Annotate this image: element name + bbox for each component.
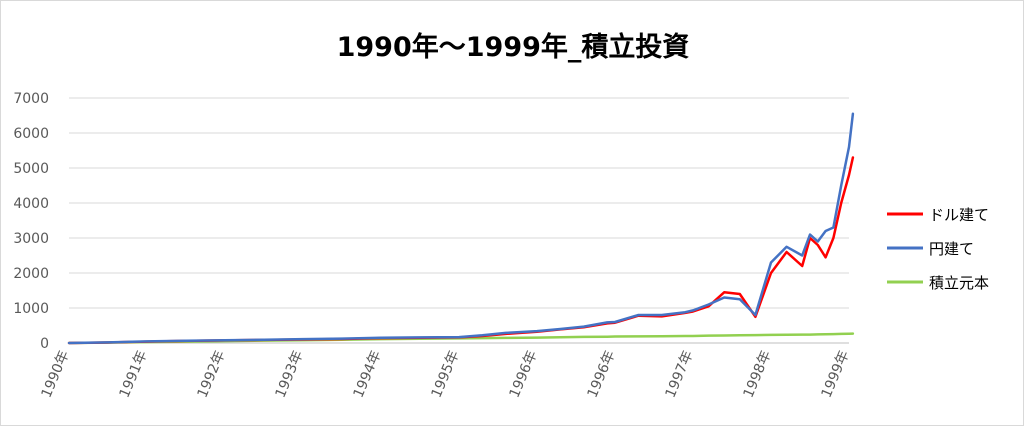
x-tick-label: 1996年 <box>585 348 619 400</box>
y-tick-label: 0 <box>40 336 49 352</box>
y-tick-label: 5000 <box>13 161 49 177</box>
y-tick-label: 7000 <box>13 91 49 107</box>
chart-title: 1990年〜1999年_積立投資 <box>337 31 690 63</box>
series-line <box>67 156 855 345</box>
legend-entry: 円建て <box>929 240 974 258</box>
y-tick-label: 6000 <box>13 126 49 142</box>
x-tick-label: 1993年 <box>273 348 307 400</box>
gridlines <box>69 97 849 344</box>
legend-entry: 積立元本 <box>929 274 989 292</box>
legend-entry: ドル建て <box>929 206 989 224</box>
x-axis-ticks: 1990年 1991年 1992年 1993年 1994年 1995年 1996年 1996年… <box>39 348 853 400</box>
x-tick-label: 1991年 <box>117 348 151 400</box>
x-tick-label: 1995年 <box>429 348 463 400</box>
x-tick-label: 1997年 <box>663 348 697 400</box>
y-axis-ticks: 0 1000 2000 3000 4000 5000 6000 7000 <box>13 91 49 352</box>
series-line <box>67 112 855 345</box>
y-tick-label: 1000 <box>13 301 49 317</box>
x-tick-label: 1998年 <box>741 348 775 400</box>
x-tick-label: 1990年 <box>39 348 73 400</box>
x-tick-label: 1999年 <box>819 348 853 400</box>
x-tick-label: 1994年 <box>351 348 385 400</box>
x-tick-label: 1992年 <box>195 348 229 400</box>
y-tick-label: 2000 <box>13 266 49 282</box>
y-tick-label: 4000 <box>13 196 49 212</box>
y-tick-label: 3000 <box>13 231 49 247</box>
series-lines <box>67 112 855 345</box>
x-tick-label: 1996年 <box>507 348 541 400</box>
